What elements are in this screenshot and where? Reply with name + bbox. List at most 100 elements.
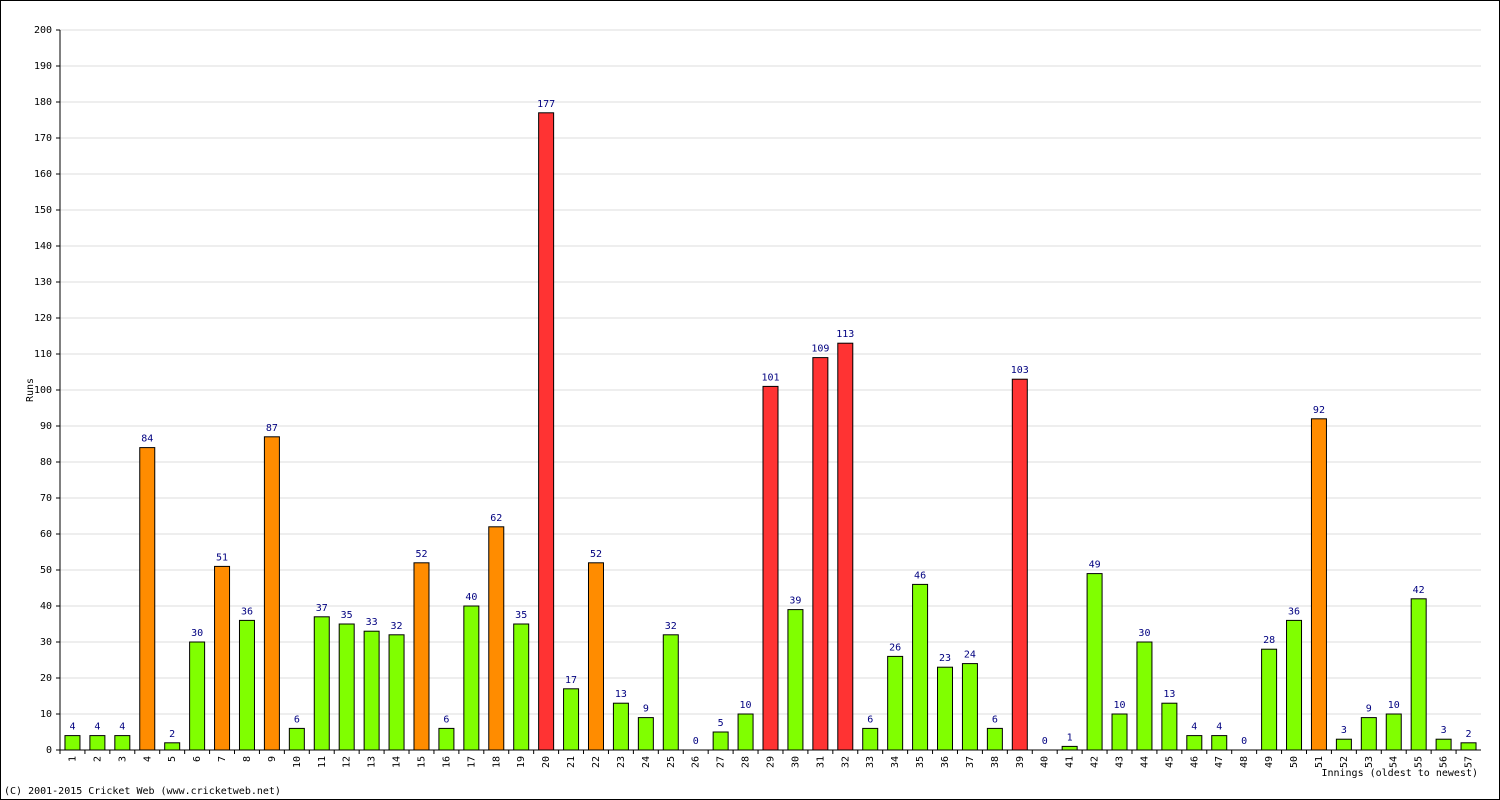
value-label: 36 bbox=[241, 606, 253, 617]
bar bbox=[563, 688, 580, 751]
bar bbox=[1385, 713, 1402, 751]
value-label: 52 bbox=[415, 549, 427, 560]
x-tick-label: 46 bbox=[1189, 756, 1200, 768]
bar bbox=[986, 727, 1003, 751]
x-tick-label: 17 bbox=[466, 756, 477, 768]
bar bbox=[463, 605, 480, 751]
footer: (C) 2001-2015 Cricket Web (www.cricketwe… bbox=[4, 786, 281, 797]
value-label: 13 bbox=[1163, 689, 1175, 700]
x-tick-label: 50 bbox=[1289, 756, 1300, 768]
x-tick-label: 34 bbox=[890, 756, 901, 768]
x-tick-label: 33 bbox=[865, 756, 876, 768]
bar bbox=[1111, 713, 1128, 751]
y-tick-label: 180 bbox=[34, 97, 52, 108]
value-label: 24 bbox=[964, 650, 976, 661]
x-tick-label: 1 bbox=[67, 756, 78, 762]
x-tick-label: 21 bbox=[566, 756, 577, 768]
x-tick-label: 30 bbox=[790, 756, 801, 768]
x-tick-label: 48 bbox=[1239, 756, 1250, 768]
bar bbox=[363, 630, 380, 751]
bar bbox=[787, 609, 804, 751]
x-tick-label: 53 bbox=[1364, 756, 1375, 768]
x-tick-label: 23 bbox=[616, 756, 627, 768]
bar bbox=[812, 357, 829, 751]
y-tick-label: 60 bbox=[40, 529, 52, 540]
bar bbox=[338, 623, 355, 751]
bar bbox=[488, 526, 505, 751]
value-label: 39 bbox=[789, 596, 801, 607]
value-label: 3 bbox=[1441, 725, 1447, 736]
x-tick-label: 10 bbox=[292, 756, 303, 768]
x-tick-label: 31 bbox=[815, 756, 826, 768]
value-label: 177 bbox=[537, 99, 555, 110]
value-label: 51 bbox=[216, 552, 228, 563]
value-label: 49 bbox=[1089, 560, 1101, 571]
bar bbox=[1460, 742, 1477, 751]
y-tick-label: 110 bbox=[34, 349, 52, 360]
x-tick-label: 19 bbox=[516, 756, 527, 768]
bar bbox=[1011, 378, 1028, 751]
x-tick-label: 5 bbox=[167, 756, 178, 762]
bar bbox=[1310, 418, 1327, 751]
x-tick-label: 13 bbox=[367, 756, 378, 768]
value-label: 109 bbox=[811, 344, 829, 355]
value-label: 5 bbox=[718, 718, 724, 729]
value-label: 32 bbox=[391, 621, 403, 632]
value-label: 0 bbox=[693, 736, 699, 747]
x-tick-label: 24 bbox=[641, 756, 652, 768]
x-tick-label: 35 bbox=[915, 756, 926, 768]
y-tick-label: 100 bbox=[34, 385, 52, 396]
bar bbox=[937, 666, 954, 751]
bar bbox=[263, 436, 280, 751]
x-tick-label: 11 bbox=[317, 756, 328, 768]
x-tick-label: 41 bbox=[1065, 756, 1076, 768]
y-tick-label: 80 bbox=[40, 457, 52, 468]
x-tick-label: 26 bbox=[691, 756, 702, 768]
value-label: 17 bbox=[565, 675, 577, 686]
bar bbox=[862, 727, 879, 751]
y-tick-label: 30 bbox=[40, 637, 52, 648]
value-label: 87 bbox=[266, 423, 278, 434]
y-tick-label: 150 bbox=[34, 205, 52, 216]
x-tick-label: 40 bbox=[1040, 756, 1051, 768]
bar bbox=[313, 616, 330, 751]
bar bbox=[961, 663, 978, 751]
x-tick-label: 28 bbox=[741, 756, 752, 768]
value-label: 9 bbox=[643, 704, 649, 715]
bar bbox=[139, 447, 156, 751]
bar bbox=[1086, 573, 1103, 751]
value-label: 3 bbox=[1341, 725, 1347, 736]
x-tick-label: 9 bbox=[267, 756, 278, 762]
x-tick-label: 7 bbox=[217, 756, 228, 762]
x-tick-label: 37 bbox=[965, 756, 976, 768]
value-label: 101 bbox=[761, 372, 779, 383]
bar bbox=[887, 655, 904, 751]
x-tick-label: 32 bbox=[840, 756, 851, 768]
bar bbox=[1136, 641, 1153, 751]
value-label: 0 bbox=[1042, 736, 1048, 747]
x-tick-label: 29 bbox=[766, 756, 777, 768]
y-tick-label: 50 bbox=[40, 565, 52, 576]
bar bbox=[612, 702, 629, 751]
bar bbox=[1435, 738, 1452, 751]
bar bbox=[1286, 619, 1303, 751]
bar bbox=[1410, 598, 1427, 751]
value-label: 36 bbox=[1288, 606, 1300, 617]
value-label: 26 bbox=[889, 642, 901, 653]
x-tick-label: 57 bbox=[1464, 756, 1475, 768]
y-tick-label: 140 bbox=[34, 241, 52, 252]
x-tick-label: 49 bbox=[1264, 756, 1275, 768]
value-label: 62 bbox=[490, 513, 502, 524]
value-label: 32 bbox=[665, 621, 677, 632]
x-tick-label: 44 bbox=[1139, 756, 1150, 768]
value-label: 52 bbox=[590, 549, 602, 560]
value-label: 4 bbox=[69, 722, 75, 733]
x-tick-label: 18 bbox=[491, 756, 502, 768]
y-tick-label: 0 bbox=[46, 745, 52, 756]
value-label: 1 bbox=[1067, 732, 1073, 743]
bar bbox=[238, 619, 255, 751]
value-label: 35 bbox=[515, 610, 527, 621]
bar bbox=[1335, 738, 1352, 751]
bar bbox=[438, 727, 455, 751]
value-label: 46 bbox=[914, 570, 926, 581]
